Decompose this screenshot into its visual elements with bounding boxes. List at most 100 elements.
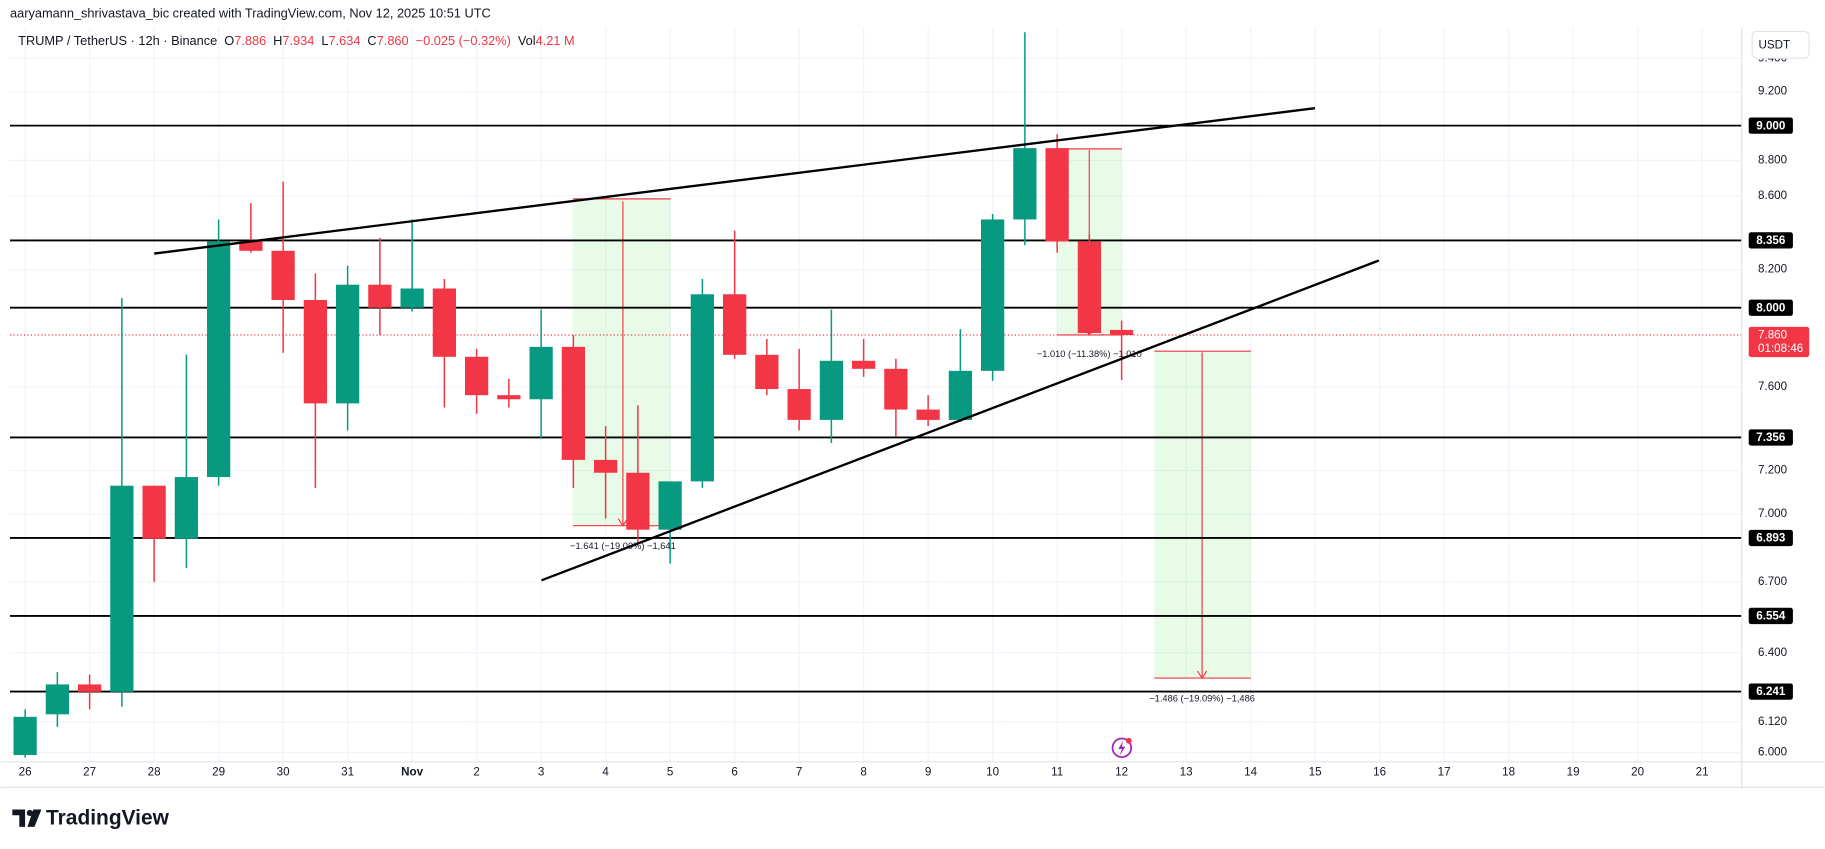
level-tag xyxy=(1748,683,1793,700)
x-tick-label: 16 xyxy=(1373,765,1386,778)
x-tick-label: 28 xyxy=(148,765,161,778)
candle-body xyxy=(142,485,166,539)
measure-box xyxy=(572,198,671,527)
x-tick-label: 2 xyxy=(473,765,479,778)
x-tick-label: 14 xyxy=(1244,765,1257,778)
level-label: 7.356 xyxy=(1756,431,1786,444)
last-price-tag xyxy=(1748,326,1810,358)
y-tick-label: 6.700 xyxy=(1758,575,1788,588)
x-tick-label: 7 xyxy=(796,765,802,778)
x-tick-label: 29 xyxy=(212,765,225,778)
candle-body xyxy=(13,716,37,756)
measure-label: −1.010 (−11.38%) −1,010 xyxy=(1037,349,1142,359)
x-tick-label: 11 xyxy=(1051,765,1063,778)
measure-label: −1.486 (−19.09%) −1,486 xyxy=(1149,693,1255,703)
candle-body xyxy=(368,284,392,308)
candle-body xyxy=(981,219,1005,371)
trend-line xyxy=(154,107,1316,255)
candle-body xyxy=(722,294,747,355)
candle-body xyxy=(755,354,779,390)
brand-logo xyxy=(12,809,42,827)
x-tick-label: 3 xyxy=(538,765,544,778)
level-tag xyxy=(1748,232,1793,249)
candle-body xyxy=(400,288,424,308)
candle-body xyxy=(1045,148,1069,242)
x-tick-label: 31 xyxy=(341,765,354,778)
y-tick-label: 6.120 xyxy=(1758,715,1788,728)
level-label: 6.893 xyxy=(1756,532,1786,545)
legend-value: L xyxy=(321,33,328,48)
events-icon[interactable] xyxy=(1111,737,1133,758)
last-price-label: 7.860 xyxy=(1758,329,1788,342)
level-label: 6.241 xyxy=(1756,685,1786,698)
y-tick-label: 8.800 xyxy=(1758,153,1788,166)
y-tick-label: 7.000 xyxy=(1758,507,1788,520)
candle-body xyxy=(335,284,360,404)
candle-body xyxy=(561,346,586,460)
x-tick-label: 12 xyxy=(1115,765,1128,778)
y-tick-label: 9.200 xyxy=(1758,85,1788,98)
level-tag xyxy=(1748,117,1793,134)
x-tick-label: 5 xyxy=(667,765,673,778)
level-label: 8.000 xyxy=(1756,301,1785,314)
currency-label[interactable]: USDT xyxy=(1758,38,1790,51)
candle-body xyxy=(239,241,263,251)
candle-body xyxy=(206,241,231,478)
x-tick-label: 9 xyxy=(925,765,931,778)
level-tag xyxy=(1748,529,1793,547)
y-tick-label: 6.000 xyxy=(1758,746,1788,759)
x-tick-label: 26 xyxy=(19,765,32,778)
candle-body xyxy=(1013,148,1037,220)
countdown-label: 01:08:46 xyxy=(1758,342,1803,355)
symbol: TRUMP / TetherUS · 12h · Binance xyxy=(18,33,217,48)
candle-body xyxy=(690,294,715,482)
legend-value: 7.634 xyxy=(328,33,360,48)
candle-body xyxy=(916,409,940,420)
candle-body xyxy=(174,477,199,539)
legend-value: C xyxy=(367,33,376,48)
level-label: 9.000 xyxy=(1756,119,1785,132)
candle-body xyxy=(271,250,295,301)
candle-body xyxy=(529,346,553,400)
y-tick-label: 8.600 xyxy=(1758,189,1788,202)
candle-body xyxy=(1077,241,1102,334)
brand: TradingView xyxy=(46,806,170,829)
candle-body xyxy=(1110,329,1134,336)
x-tick-label: 4 xyxy=(602,765,609,778)
currency-button[interactable] xyxy=(1751,30,1810,59)
legend-value: −0.025 (−0.32%) xyxy=(416,33,511,48)
candle-body xyxy=(45,684,70,715)
candle-body xyxy=(852,360,876,369)
candle-body xyxy=(948,370,973,420)
candle-body xyxy=(303,300,328,404)
legend-value: 7.886 xyxy=(234,33,266,48)
legend-value: H xyxy=(273,33,282,48)
x-tick-label: Nov xyxy=(401,765,423,778)
candle-body xyxy=(593,459,618,473)
candle-body xyxy=(464,356,489,396)
x-tick-label: 17 xyxy=(1438,765,1451,778)
y-tick-label: 7.200 xyxy=(1758,464,1788,477)
x-tick-label: 13 xyxy=(1180,765,1193,778)
level-label: 8.356 xyxy=(1756,234,1786,247)
legend-value: 4.21 M xyxy=(536,33,575,48)
x-tick-label: 27 xyxy=(83,765,96,778)
x-tick-label: 6 xyxy=(731,765,737,778)
candle-body xyxy=(884,368,908,410)
level-tag xyxy=(1748,429,1793,446)
x-tick-label: 21 xyxy=(1696,765,1709,778)
attribution: aaryamann_shrivastava_bic created with T… xyxy=(10,5,491,20)
x-tick-label: 15 xyxy=(1309,765,1322,778)
legend-value: 7.934 xyxy=(282,33,314,48)
legend-value: Vol xyxy=(518,33,536,48)
candle-body xyxy=(787,389,811,420)
level-tag xyxy=(1748,299,1793,316)
y-tick-label: 6.400 xyxy=(1758,646,1788,659)
candle-body xyxy=(77,684,102,692)
y-tick-label: 7.600 xyxy=(1758,380,1788,393)
x-tick-label: 10 xyxy=(986,765,999,778)
measure-label: −1.641 (−19.09%) −1,641 xyxy=(570,541,676,551)
candle-body xyxy=(110,485,134,692)
